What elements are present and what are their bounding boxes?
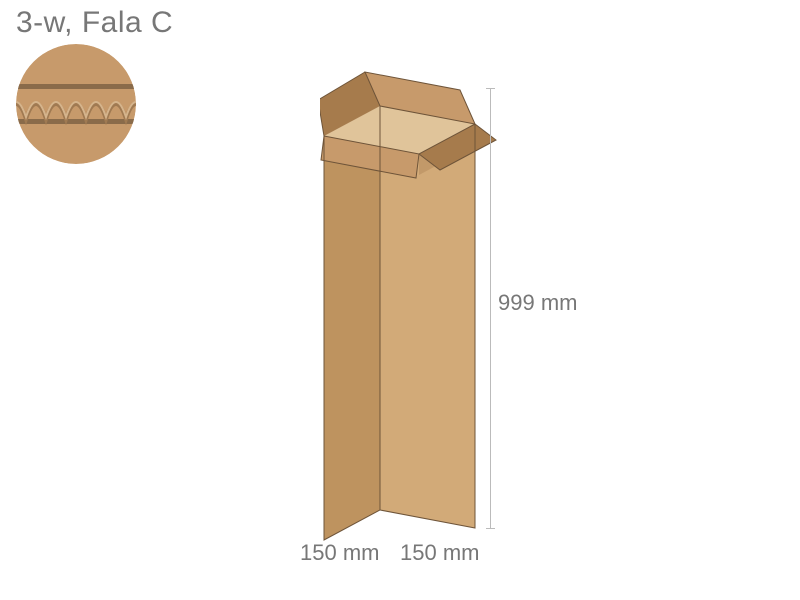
rule-height-cap-bottom — [486, 528, 495, 529]
dimension-width-label: 150 mm — [300, 540, 379, 566]
dimension-depth-label: 150 mm — [400, 540, 479, 566]
liner-bottom — [16, 119, 136, 124]
dimension-height-label: 999 mm — [498, 290, 577, 316]
corrugation-icon — [16, 44, 136, 164]
corrugation-badge — [16, 44, 136, 164]
product-diagram: 3-w, Fala C — [0, 0, 800, 600]
rule-height-cap-top — [486, 88, 495, 89]
box-illustration — [320, 60, 500, 560]
rule-height — [490, 88, 491, 528]
liner-top — [16, 84, 136, 89]
cardboard-grade-title: 3-w, Fala C — [16, 6, 173, 40]
box-side-face — [324, 106, 380, 540]
